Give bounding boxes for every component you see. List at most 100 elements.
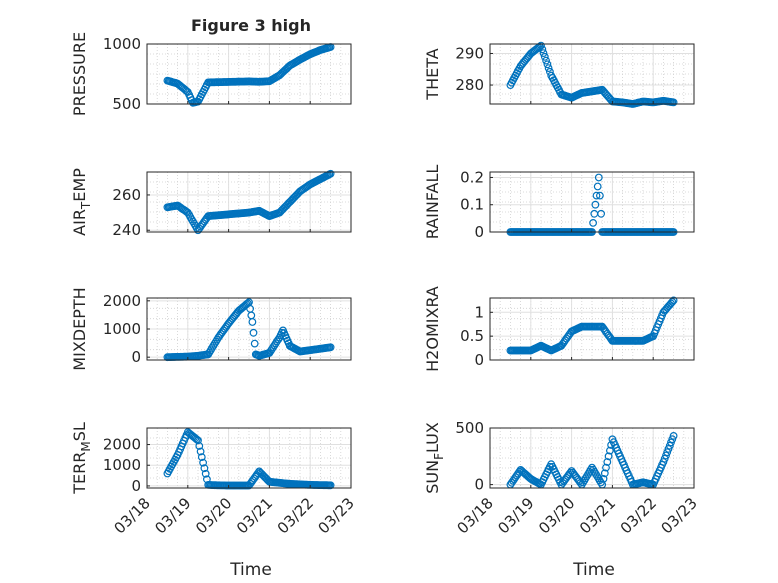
data-point [596,191,604,200]
data-point [289,194,298,202]
data-point [600,469,609,478]
y-axis-label: SUNFLUX [423,422,446,494]
data-point [537,41,545,50]
x-tick-label: 03/22 [617,494,660,537]
data-point [284,199,293,208]
x-tick-label: 03/18 [454,494,497,537]
data-point [194,436,202,445]
y-tick-label: 240 [112,221,141,239]
data-point [544,64,553,72]
data-point [192,435,201,444]
panel-pressure: 500 1000 PRESSURE [70,32,352,116]
y-tick-label: 290 [455,44,484,62]
x-tick-label: 03/19 [494,494,537,537]
y-tick-label: 1000 [103,320,141,338]
y-tick-label: 280 [455,76,484,94]
x-tick-label: 03/21 [576,494,619,537]
x-tick-label: 03/19 [151,494,194,537]
y-tick-label: 1 [474,303,484,321]
x-tick-label: 03/23 [315,494,358,537]
panel-mixdepth: 0 1000 2000 MIXDEPTH [70,287,352,371]
data-point [270,341,279,350]
data-point [326,343,335,352]
y-tick-label: 0 [474,351,484,369]
data-point [543,60,552,69]
axes-frame [146,427,352,489]
axes-frame [489,171,695,233]
y-axis-label: TERRMSL [70,422,93,495]
x-axis-label-left: Time [229,560,272,580]
y-tick-label: 0 [131,348,141,366]
y-tick-label: 0.5 [460,327,484,345]
data-point [197,453,206,462]
data-point [265,349,274,357]
data-point [538,45,547,54]
axes-frame [489,43,695,105]
data-point [248,318,257,326]
data-point [599,475,608,483]
data-point [602,463,610,472]
data-point [665,441,674,450]
panel-air_temp: 240 260 AIRTEMP [70,168,352,239]
data-point [540,52,549,61]
data-point [326,481,335,490]
data-point [199,458,208,467]
data-point [668,298,677,306]
x-axis-label-right: Time [572,560,615,580]
data-point [196,447,205,456]
axes-frame [146,43,352,105]
data-point [669,432,678,440]
data-point [279,204,288,213]
data-point [326,169,335,178]
y-axis-label: RAINFALL [423,165,442,240]
data-point [592,191,601,200]
data-point [201,469,210,478]
y-axis-label: THETA [423,48,442,100]
y-tick-label: 260 [112,186,141,204]
x-tick-label: 03/20 [192,494,235,537]
y-axis-label: PRESSURE [70,32,89,116]
y-tick-label: 0.1 [460,196,484,214]
data-point [669,296,678,305]
data-point [604,452,613,461]
axes-frame [489,427,695,489]
data-point [181,85,190,94]
data-point [542,56,550,65]
x-tick-label: 03/20 [535,494,578,537]
figure-title: Figure 3 high [191,16,311,35]
y-tick-label: 2000 [103,292,141,310]
y-tick-label: 0.2 [460,168,484,186]
x-tick-label: 03/21 [233,494,276,537]
y-tick-label: 0 [474,223,484,241]
data-point [603,458,612,466]
y-tick-label: 500 [455,419,484,437]
data-point [259,471,267,480]
data-point [594,173,603,182]
data-point [669,98,678,107]
data-point [606,446,614,455]
panel-rainfall: 0 0.1 0.2 RAINFALL [423,165,695,241]
data-point [249,328,258,337]
y-axis-label: AIRTEMP [70,168,93,236]
x-tick-label: 03/23 [658,494,701,537]
y-tick-label: 0 [131,477,141,495]
data-point [591,200,600,209]
data-point [200,464,209,473]
data-point [195,442,204,450]
y-tick-label: 2000 [103,436,141,454]
data-point [593,182,602,191]
data-point [662,451,670,460]
panel-theta: 280 290 THETA [423,41,695,108]
y-tick-label: 1000 [103,35,141,53]
data-point [597,209,605,218]
y-axis-label: MIXDEPTH [70,287,89,370]
y-axis-label: H2OMIXRA [423,286,442,372]
data-point [539,49,548,57]
data-point [250,339,259,348]
data-point [268,345,276,354]
data-point [266,347,275,355]
y-tick-label: 500 [112,95,141,113]
